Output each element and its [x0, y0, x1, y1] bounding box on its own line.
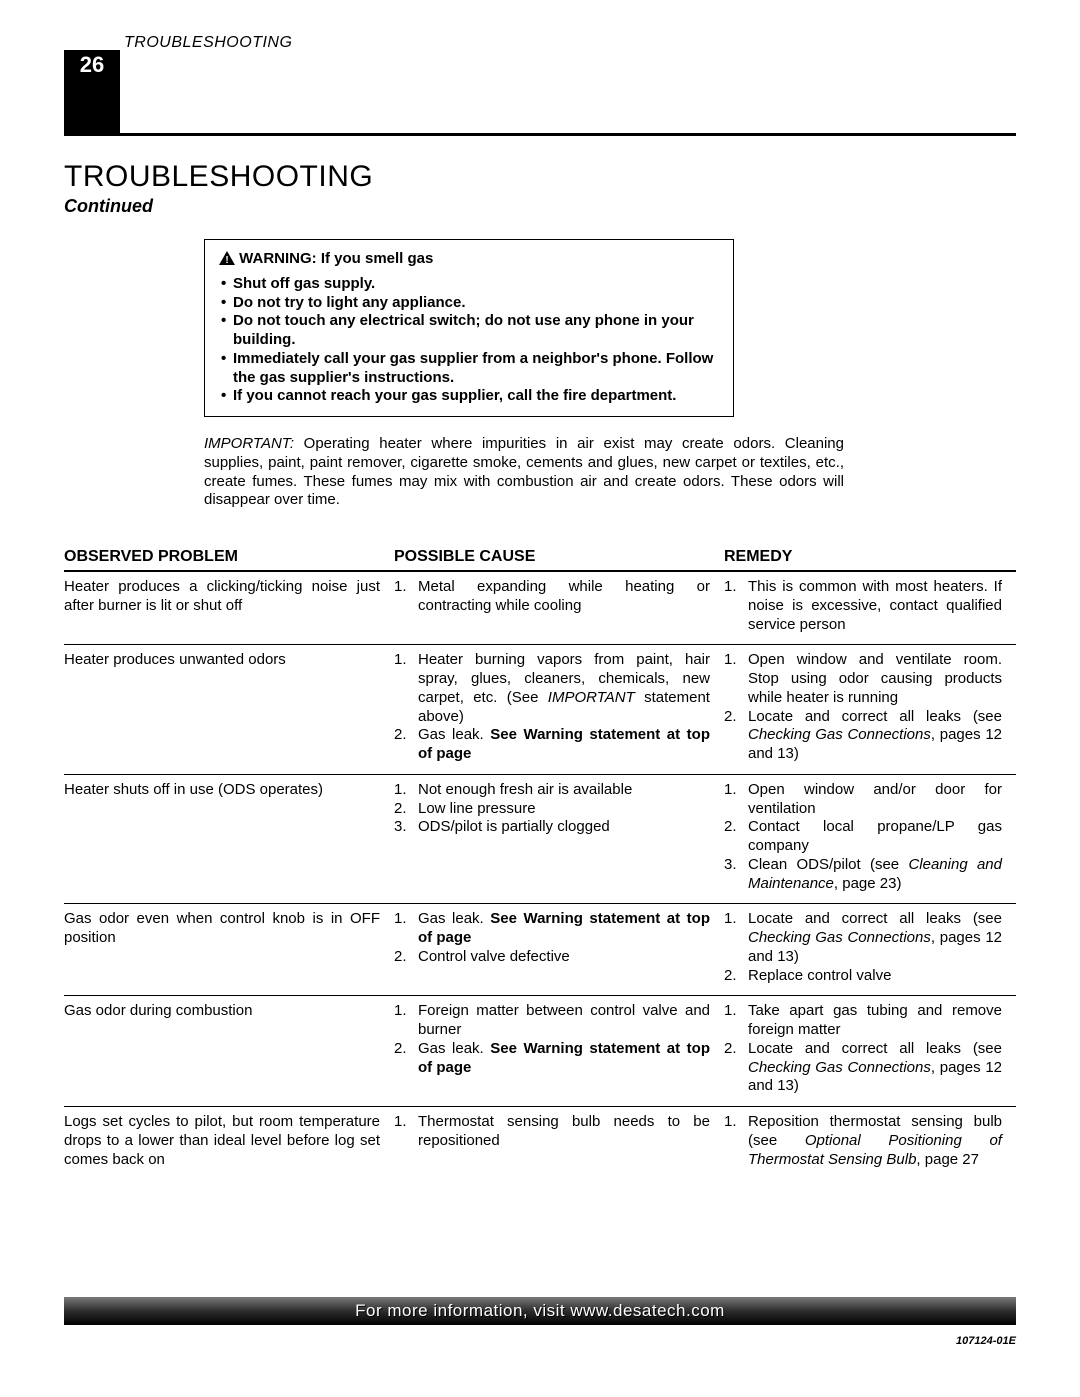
warning-bullet: Immediately call your gas supplier from … [219, 350, 719, 388]
col-header-observed: OBSERVED PROBLEM [64, 548, 394, 566]
cause-item: Foreign matter between control valve and… [394, 1002, 710, 1040]
remedy: Reposition thermostat sensing bulb (see … [724, 1113, 1016, 1169]
warning-bullets: Shut off gas supply.Do not try to light … [219, 275, 719, 406]
warning-lead-line: ! WARNING: If you smell gas [219, 250, 719, 271]
observed-problem: Heater produces unwanted odors [64, 651, 394, 764]
cause-item: Thermostat sensing bulb needs to be repo… [394, 1113, 710, 1151]
warning-box: ! WARNING: If you smell gas Shut off gas… [204, 239, 734, 417]
remedy-item: This is common with most heaters. If noi… [724, 578, 1002, 634]
observed-problem: Logs set cycles to pilot, but room tempe… [64, 1113, 394, 1169]
cause-item: Gas leak. See Warning statement at top o… [394, 1040, 710, 1078]
warning-bullet: Do not touch any electrical switch; do n… [219, 312, 719, 350]
remedy: This is common with most heaters. If noi… [724, 578, 1016, 634]
remedy-item: Open window and/or door for ventilation [724, 781, 1002, 819]
table-header-row: OBSERVED PROBLEM POSSIBLE CAUSE REMEDY [64, 548, 1016, 572]
warning-lead: WARNING: If you smell gas [239, 250, 433, 267]
cause-item: Control valve defective [394, 948, 710, 967]
running-header: TROUBLESHOOTING [124, 34, 292, 52]
table-row: Logs set cycles to pilot, but room tempe… [64, 1107, 1016, 1179]
cause-item: ODS/pilot is partially clogged [394, 818, 710, 837]
troubleshooting-table: OBSERVED PROBLEM POSSIBLE CAUSE REMEDY H… [64, 548, 1016, 1179]
header-rule [64, 133, 1016, 136]
footer-bar: For more information, visit www.desatech… [64, 1297, 1016, 1325]
possible-cause: Foreign matter between control valve and… [394, 1002, 724, 1096]
remedy-item: Replace control valve [724, 967, 1002, 986]
remedy: Open window and/or door for ventilationC… [724, 781, 1016, 894]
remedy: Open window and ventilate room. Stop usi… [724, 651, 1016, 764]
table-row: Heater produces a clicking/ticking noise… [64, 572, 1016, 645]
page-number: 26 [64, 50, 120, 136]
observed-problem: Gas odor even when control knob is in OF… [64, 910, 394, 985]
table-body: Heater produces a clicking/ticking noise… [64, 572, 1016, 1179]
section-heading: TROUBLESHOOTING [64, 160, 1016, 194]
remedy-item: Locate and correct all leaks (see Checki… [724, 1040, 1002, 1096]
table-row: Heater produces unwanted odorsHeater bur… [64, 645, 1016, 775]
remedy-item: Contact local propane/LP gas company [724, 818, 1002, 856]
remedy: Take apart gas tubing and remove foreign… [724, 1002, 1016, 1096]
important-paragraph: IMPORTANT: Operating heater where impuri… [204, 435, 844, 510]
col-header-cause: POSSIBLE CAUSE [394, 548, 724, 566]
important-body: Operating heater where impurities in air… [204, 435, 844, 508]
col-header-remedy: REMEDY [724, 548, 1016, 566]
continued-label: Continued [64, 196, 1016, 217]
svg-text:!: ! [225, 255, 228, 265]
warning-icon: ! [219, 251, 235, 271]
table-row: Heater shuts off in use (ODS operates)No… [64, 775, 1016, 905]
cause-item: Heater burning vapors from paint, hair s… [394, 651, 710, 726]
remedy-item: Open window and ventilate room. Stop usi… [724, 651, 1002, 707]
cause-item: Gas leak. See Warning statement at top o… [394, 910, 710, 948]
warning-bullet: If you cannot reach your gas supplier, c… [219, 387, 719, 406]
table-row: Gas odor even when control knob is in OF… [64, 904, 1016, 996]
document-code: 107124-01E [956, 1335, 1016, 1347]
important-lead: IMPORTANT: [204, 435, 294, 452]
warning-bullet: Do not try to light any appliance. [219, 294, 719, 313]
possible-cause: Heater burning vapors from paint, hair s… [394, 651, 724, 764]
possible-cause: Not enough fresh air is availableLow lin… [394, 781, 724, 894]
remedy-item: Reposition thermostat sensing bulb (see … [724, 1113, 1002, 1169]
possible-cause: Metal expanding while heating or contrac… [394, 578, 724, 634]
cause-item: Not enough fresh air is available [394, 781, 710, 800]
cause-item: Low line pressure [394, 800, 710, 819]
remedy-item: Take apart gas tubing and remove foreign… [724, 1002, 1002, 1040]
observed-problem: Heater produces a clicking/ticking noise… [64, 578, 394, 634]
main-content: TROUBLESHOOTING Continued ! WARNING: If … [64, 160, 1016, 1179]
remedy-item: Clean ODS/pilot (see Cleaning and Mainte… [724, 856, 1002, 894]
remedy-item: Locate and correct all leaks (see Checki… [724, 708, 1002, 764]
table-row: Gas odor during combustionForeign matter… [64, 996, 1016, 1107]
possible-cause: Thermostat sensing bulb needs to be repo… [394, 1113, 724, 1169]
warning-bullet: Shut off gas supply. [219, 275, 719, 294]
possible-cause: Gas leak. See Warning statement at top o… [394, 910, 724, 985]
observed-problem: Gas odor during combustion [64, 1002, 394, 1096]
cause-item: Gas leak. See Warning statement at top o… [394, 726, 710, 764]
cause-item: Metal expanding while heating or contrac… [394, 578, 710, 616]
remedy: Locate and correct all leaks (see Checki… [724, 910, 1016, 985]
observed-problem: Heater shuts off in use (ODS operates) [64, 781, 394, 894]
remedy-item: Locate and correct all leaks (see Checki… [724, 910, 1002, 966]
